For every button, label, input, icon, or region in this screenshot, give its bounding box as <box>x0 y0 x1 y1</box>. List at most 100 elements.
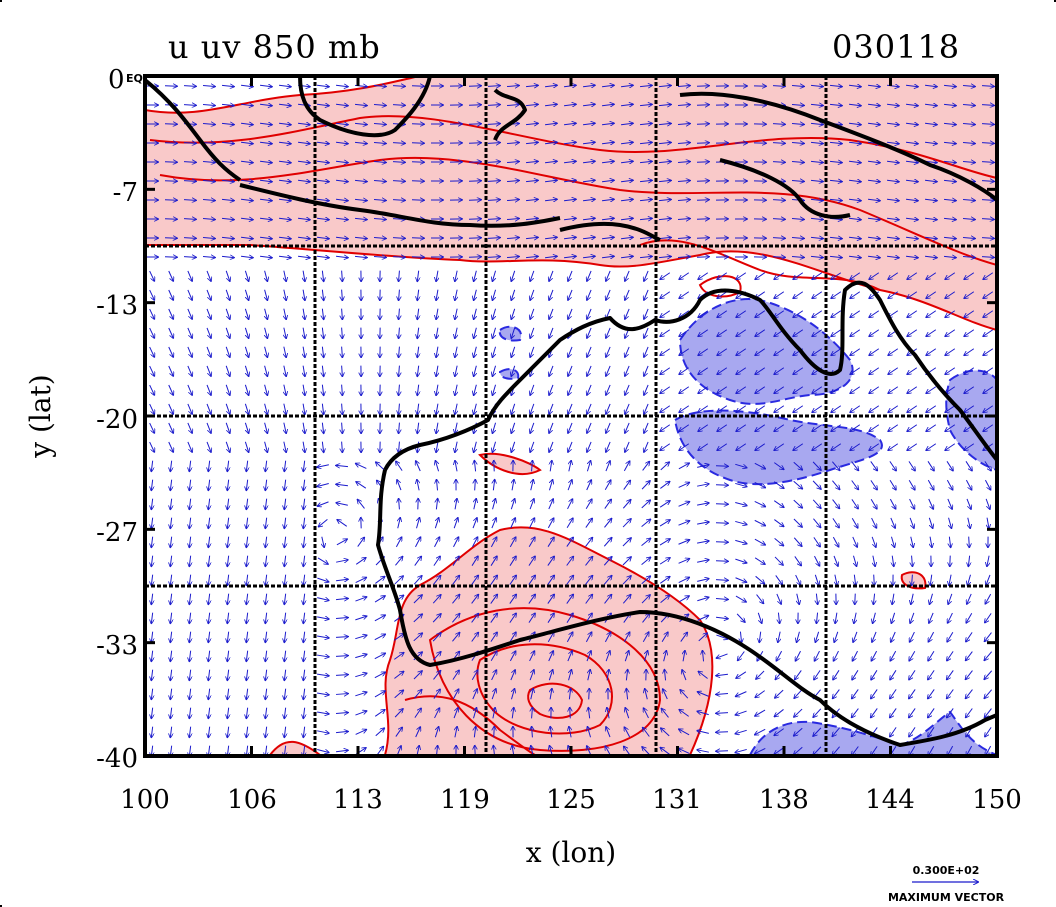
wind-vector <box>265 612 266 624</box>
wind-vector <box>736 348 747 355</box>
wind-vector <box>373 238 386 239</box>
wind-vector <box>620 161 633 162</box>
wind-vector <box>303 365 305 377</box>
wind-vector <box>317 617 329 619</box>
wind-vector <box>678 483 690 488</box>
wind-vector <box>754 481 766 487</box>
wind-vector <box>886 199 899 201</box>
wind-vector <box>987 517 989 529</box>
wind-vector <box>601 256 614 258</box>
wind-vector <box>659 577 669 584</box>
wind-vector <box>867 123 880 125</box>
wind-vector <box>794 556 801 565</box>
wind-vector <box>455 441 457 453</box>
wind-vector <box>509 556 516 566</box>
wind-vector <box>265 707 266 719</box>
wind-vector <box>187 384 192 395</box>
wind-vector <box>284 631 285 643</box>
wind-vector <box>491 670 497 681</box>
wind-vector <box>682 670 687 681</box>
wind-vector <box>303 631 304 643</box>
wind-vector <box>930 574 931 586</box>
wind-vector <box>414 556 422 566</box>
wind-vector <box>240 142 253 143</box>
wind-vector <box>981 86 994 87</box>
wind-vector <box>566 613 573 623</box>
wind-vector <box>417 518 420 529</box>
wind-vector <box>532 708 533 719</box>
wind-vector <box>755 747 766 753</box>
wind-vector <box>189 479 190 491</box>
wind-vector <box>756 670 765 679</box>
wind-vector <box>322 422 323 434</box>
wind-vector <box>337 520 348 527</box>
wind-vector <box>493 708 495 719</box>
wind-vector <box>492 441 495 452</box>
wind-vector <box>511 308 516 319</box>
wind-vector <box>413 576 422 585</box>
wind-vector <box>417 289 418 301</box>
south-small-positive <box>267 740 324 756</box>
wind-vector <box>659 520 670 527</box>
wind-vector <box>641 500 650 509</box>
wind-vector <box>772 219 785 220</box>
wind-vector <box>853 555 856 566</box>
wind-vector <box>246 479 247 491</box>
wind-vector <box>208 669 209 681</box>
wind-vector <box>202 218 215 219</box>
wind-vector <box>284 460 285 472</box>
wind-vector <box>829 142 842 143</box>
wind-vector <box>962 104 975 105</box>
wind-vector <box>604 519 611 528</box>
wind-vector <box>168 422 173 433</box>
wind-vector <box>568 289 573 300</box>
wind-vector <box>850 367 861 374</box>
wind-vector <box>432 595 441 604</box>
wind-vector <box>529 499 534 510</box>
wind-vector <box>698 348 709 355</box>
wind-vector <box>697 465 709 468</box>
wind-vector <box>265 593 266 605</box>
wind-vector <box>966 708 973 717</box>
wind-vector <box>755 443 766 450</box>
wind-vector <box>342 270 343 282</box>
wind-vector <box>943 256 956 257</box>
wind-vector <box>926 291 937 298</box>
wind-vector <box>680 690 689 699</box>
wind-vector <box>373 143 386 144</box>
wind-vector <box>259 218 272 220</box>
x-tick-label: 150 <box>972 785 1022 815</box>
wind-vector <box>639 161 652 162</box>
wind-vector <box>549 289 554 300</box>
wind-vector <box>848 123 861 125</box>
wind-vector <box>601 104 614 106</box>
eq-label: EQ <box>126 72 143 85</box>
reference-vector-label: MAXIMUM VECTOR <box>888 891 1005 904</box>
wind-vector <box>869 272 880 279</box>
wind-vector <box>399 327 400 339</box>
wind-vector <box>492 422 495 433</box>
wind-vector <box>491 518 496 529</box>
wind-vector <box>189 650 190 662</box>
wind-vector <box>316 256 329 258</box>
wind-vector <box>221 218 234 219</box>
wind-vector <box>544 142 557 143</box>
wind-vector <box>549 308 554 319</box>
wind-vector <box>399 403 400 415</box>
wind-vector <box>698 692 709 697</box>
wind-vector <box>587 403 592 414</box>
wind-vector <box>240 123 253 124</box>
wind-vector <box>869 310 880 317</box>
wind-vector <box>831 424 842 431</box>
wind-vector <box>888 291 899 298</box>
wind-vector <box>468 200 481 201</box>
wind-vector <box>697 579 709 582</box>
wind-vector <box>455 327 457 339</box>
y-axis-label: y (lat) <box>24 374 57 458</box>
wind-vector <box>246 593 247 605</box>
wind-vector <box>659 501 670 508</box>
wind-vector <box>168 403 173 414</box>
wind-vector <box>754 557 765 564</box>
wind-vector <box>455 365 457 377</box>
wind-vector <box>639 256 652 257</box>
